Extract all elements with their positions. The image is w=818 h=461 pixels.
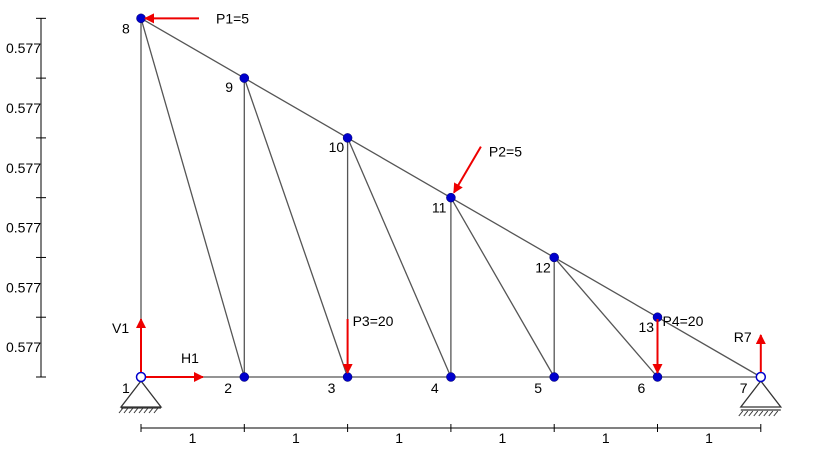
node-label-13: 13 — [639, 319, 655, 335]
horizontal-dimension-label: 1 — [499, 430, 507, 446]
node-label-5: 5 — [534, 380, 542, 396]
node-label-9: 9 — [225, 79, 233, 95]
truss-member — [243, 77, 349, 378]
reaction-label-R7: R7 — [734, 329, 752, 345]
node-8 — [136, 13, 146, 24]
node-label-3: 3 — [328, 380, 336, 396]
node-9 — [239, 73, 250, 83]
node-label-7: 7 — [740, 380, 748, 396]
node-label-8: 8 — [122, 20, 130, 36]
load-label-6: P4=20 — [663, 313, 704, 329]
truss-member — [140, 18, 245, 378]
node-label-4: 4 — [431, 380, 439, 396]
truss-member — [450, 197, 555, 259]
node-3 — [342, 372, 353, 382]
truss-member — [553, 256, 658, 318]
vertical-dimension-label: 0.577 — [6, 40, 41, 56]
node-5 — [549, 372, 559, 382]
truss-member — [553, 257, 658, 378]
load-label-11: P2=5 — [489, 144, 522, 160]
pin-support — [118, 379, 163, 414]
load-label-3: P3=20 — [353, 313, 394, 329]
vertical-dimension-label: 0.577 — [6, 100, 41, 116]
node-label-2: 2 — [224, 380, 232, 396]
node-12 — [549, 252, 559, 263]
node-label-10: 10 — [329, 139, 345, 155]
vertical-dimension-label: 0.577 — [6, 279, 41, 295]
node-label-12: 12 — [535, 259, 551, 275]
truss-member — [140, 17, 245, 79]
node-label-1: 1 — [122, 380, 130, 396]
node-2 — [239, 372, 250, 382]
horizontal-dimension-label: 1 — [395, 430, 403, 446]
vertical-dimension-label: 0.577 — [6, 220, 41, 236]
vertical-dimension-label: 0.577 — [6, 339, 41, 355]
node-4 — [446, 372, 456, 382]
node-label-11: 11 — [432, 200, 447, 216]
load-arrow-11 — [453, 146, 482, 194]
truss-member — [347, 137, 452, 378]
roller-support — [738, 379, 783, 417]
horizontal-dimension-label: 1 — [292, 430, 300, 446]
horizontal-dimension-label: 1 — [705, 430, 713, 446]
truss-member — [243, 77, 348, 139]
node-6 — [652, 372, 663, 382]
reaction-label-V1: V1 — [112, 320, 129, 336]
horizontal-dimension-label: 1 — [189, 430, 197, 446]
node-10 — [342, 133, 353, 143]
truss-member — [347, 137, 452, 199]
node-label-6: 6 — [638, 380, 646, 396]
vertical-dimension-label: 0.577 — [6, 160, 41, 176]
load-label-8: P1=5 — [216, 10, 249, 26]
horizontal-dimension-label: 1 — [602, 430, 610, 446]
reaction-label-H1: H1 — [181, 350, 199, 366]
truss-member — [450, 197, 555, 378]
node-11 — [446, 192, 456, 203]
node-1 — [135, 371, 147, 383]
node-7 — [755, 371, 767, 383]
truss-member — [657, 316, 762, 378]
